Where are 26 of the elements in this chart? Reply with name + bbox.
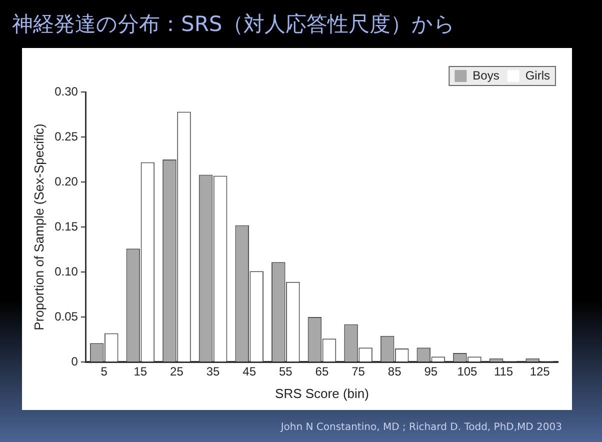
y-tick-label: 0.15 bbox=[54, 219, 78, 234]
y-tick-label: 0.30 bbox=[54, 84, 78, 98]
x-tick-label: 55 bbox=[278, 364, 293, 379]
x-tick-label: 65 bbox=[315, 364, 329, 379]
y-tick-label: 0.05 bbox=[54, 309, 78, 324]
y-tick-label: 0.10 bbox=[54, 264, 78, 278]
x-tick-label: 95 bbox=[424, 364, 438, 379]
y-tick-label: 0.25 bbox=[54, 129, 78, 144]
y-axis-title: Proportion of Sample (Sex-Specific) bbox=[31, 124, 46, 330]
x-tick-label: 5 bbox=[100, 364, 108, 379]
text: John N Constantino, MD ; Richard D. Todd, PhD,MD 2003 bbox=[280, 422, 562, 433]
x-tick-label: 45 bbox=[242, 364, 256, 379]
x-tick-label: 105 bbox=[457, 364, 478, 379]
legend-label: Boys bbox=[472, 68, 500, 82]
x-tick-label: 75 bbox=[352, 364, 366, 379]
y-tick-label: 0 bbox=[71, 354, 78, 368]
x-tick-label: 115 bbox=[494, 364, 514, 379]
legend-label: Girls bbox=[525, 68, 550, 82]
x-tick-label: 85 bbox=[388, 364, 402, 379]
chart-title: 神経発達の分布：SRS（対人応答性尺度）から bbox=[12, 11, 456, 38]
x-tick-label: 15 bbox=[134, 364, 148, 379]
y-tick-label: 0.20 bbox=[54, 174, 78, 188]
x-tick-label: 35 bbox=[206, 364, 220, 379]
x-axis-title: SRS Score (bin) bbox=[275, 386, 369, 401]
x-tick-label: 25 bbox=[170, 364, 184, 379]
x-tick-label: 125 bbox=[530, 364, 550, 379]
